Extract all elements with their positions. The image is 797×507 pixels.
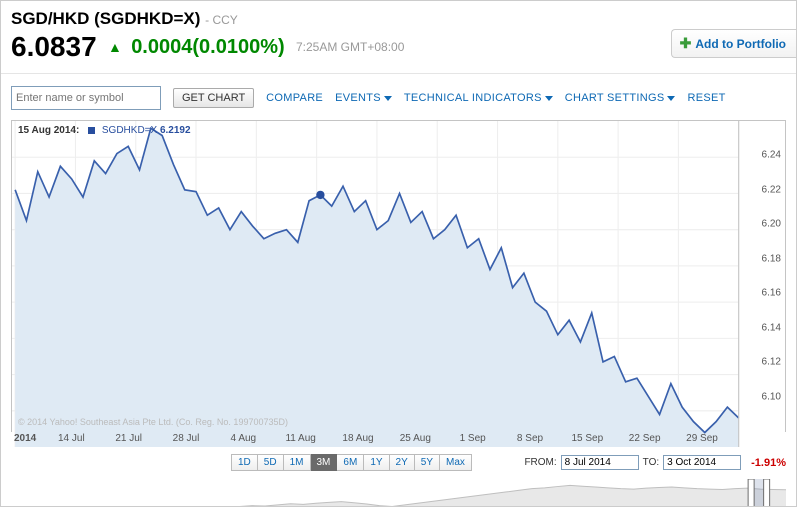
change-abs: 0.0004 xyxy=(131,36,192,58)
pair-symbol: (SGDHKD=X) xyxy=(94,9,200,28)
add-portfolio-label: Add to Portfolio xyxy=(695,37,786,51)
reset-link[interactable]: RESET xyxy=(687,92,725,104)
chevron-down-icon xyxy=(384,96,392,101)
last-price: 6.0837 xyxy=(11,31,97,63)
market-label: - CCY xyxy=(205,13,238,27)
legend-color-swatch xyxy=(88,127,95,134)
range-3m[interactable]: 3M xyxy=(311,454,338,471)
pair-name: SGD/HKD xyxy=(11,9,89,28)
price-change: 0.0004(0.0100%) xyxy=(131,36,284,59)
change-pct: (0.0100%) xyxy=(192,36,284,58)
range-1d[interactable]: 1D xyxy=(231,454,258,471)
to-date-input[interactable] xyxy=(663,455,741,470)
range-1m[interactable]: 1M xyxy=(284,454,311,471)
from-label: FROM: xyxy=(524,457,556,468)
main-chart[interactable]: 15 Aug 2014: SGDHKD=X 6.2192 © 2014 Yaho… xyxy=(11,120,786,432)
arrow-up-icon: ▲ xyxy=(108,39,122,55)
range-5d[interactable]: 5D xyxy=(258,454,284,471)
copyright-text: © 2014 Yahoo! Southeast Asia Pte Ltd. (C… xyxy=(18,417,288,427)
add-to-portfolio-button[interactable]: ✚Add to Portfolio xyxy=(671,29,796,58)
events-link[interactable]: EVENTS xyxy=(335,92,392,104)
symbol-title: SGD/HKD (SGDHKD=X) - CCY xyxy=(11,9,786,29)
chart-settings-link[interactable]: CHART SETTINGS xyxy=(565,92,676,104)
plus-icon: ✚ xyxy=(680,35,692,51)
chart-x-axis: 201414 Jul21 Jul28 Jul4 Aug11 Aug18 Aug2… xyxy=(11,432,786,448)
technical-indicators-link[interactable]: TECHNICAL INDICATORS xyxy=(404,92,553,104)
overview-chart[interactable] xyxy=(11,479,786,507)
range-2y[interactable]: 2Y xyxy=(390,454,415,471)
to-label: TO: xyxy=(643,457,659,468)
chart-legend: 15 Aug 2014: SGDHKD=X 6.2192 xyxy=(18,125,191,136)
symbol-input[interactable] xyxy=(11,86,161,110)
range-pct-change: -1.91% xyxy=(751,457,786,469)
range-buttons: 1D5D1M3M6M1Y2Y5YMax xyxy=(231,454,472,471)
get-chart-button[interactable]: GET CHART xyxy=(173,88,254,108)
compare-link[interactable]: COMPARE xyxy=(266,92,323,104)
chevron-down-icon xyxy=(667,96,675,101)
timestamp: 7:25AM GMT+08:00 xyxy=(296,40,404,54)
chevron-down-icon xyxy=(545,96,553,101)
range-6m[interactable]: 6M xyxy=(337,454,364,471)
from-date-input[interactable] xyxy=(561,455,639,470)
range-max[interactable]: Max xyxy=(440,454,472,471)
range-5y[interactable]: 5Y xyxy=(415,454,440,471)
range-1y[interactable]: 1Y xyxy=(364,454,389,471)
